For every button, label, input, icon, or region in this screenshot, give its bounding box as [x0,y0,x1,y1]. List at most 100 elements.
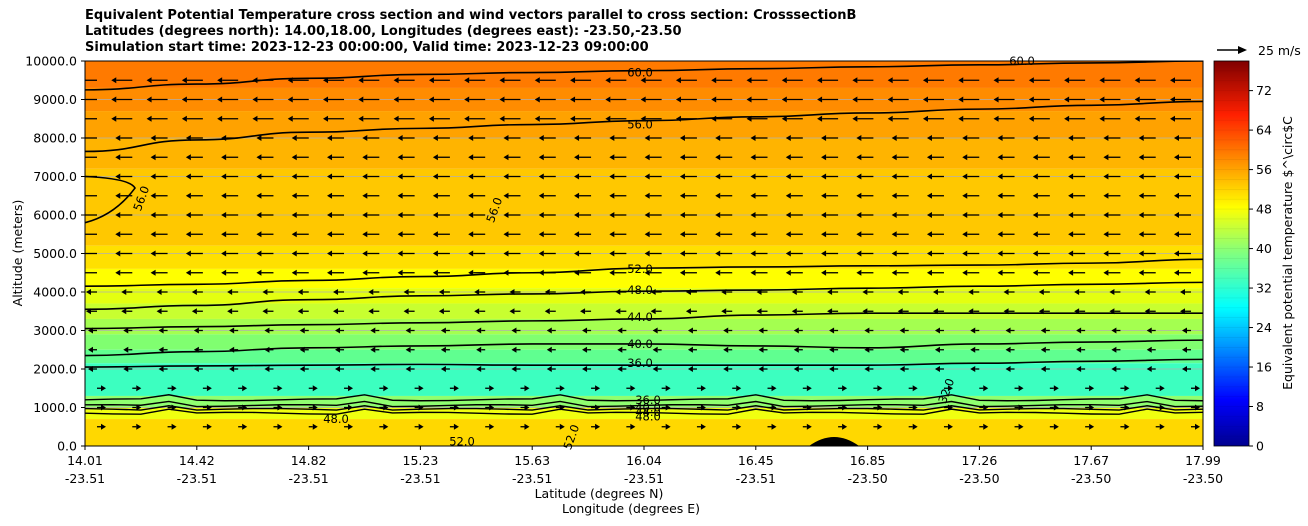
y-tick-label: 0.0 [57,439,77,454]
wind-vector-head [771,385,777,392]
wind-vector-head [821,135,827,141]
wind-vector-head [185,212,191,218]
wind-vector-head [1103,231,1109,238]
wind-vector-head [193,366,199,372]
wind-vector-head [264,327,270,334]
terrain-shape [809,437,860,446]
wind-vector-head [136,385,142,392]
wind-vector-head [432,173,438,180]
wind-vector-head [922,115,928,122]
wind-vector-head [1005,346,1011,353]
wind-vector-head [185,135,191,141]
wind-vector-head [1028,77,1034,84]
wind-vector-head [440,346,446,353]
wind-vector-head [750,269,756,276]
wind-vector-head [1159,404,1165,411]
wind-vector-head [932,308,938,315]
wind-vector-head [335,346,341,353]
wind-vector-head [489,404,495,411]
wind-vector-head [221,135,227,141]
wind-vector-head [785,250,791,257]
wind-vector-head [1003,289,1009,295]
wind-vector-head [891,269,897,276]
wind-vector-head [217,115,223,122]
wind-vector-head [997,192,1003,199]
wind-vector-head [679,192,685,199]
wind-vector-head [679,173,685,180]
wind-vector-head [723,346,729,353]
wind-vector-head [700,423,706,430]
y-tick-label: 8000.0 [33,131,77,146]
wind-vector-head [509,289,515,295]
wind-vector-head [970,366,976,372]
wind-vector-head [617,346,623,353]
wind-vector-head [926,192,932,199]
wind-vector-head [291,250,297,257]
wind-vector-head [1032,212,1038,218]
wind-vector-head [440,327,446,334]
wind-vector-head [1005,366,1011,372]
wind-vector-head [297,308,303,315]
wind-vector-head [348,404,354,411]
wind-vector-head [229,366,235,372]
wind-vector-head [1068,192,1074,199]
wind-vector-head [262,308,268,315]
wind-vector-head [891,173,897,180]
contour-lines [85,61,1203,415]
x-tick-label-lat: 14.42 [179,453,215,468]
wind-vector-head [534,115,540,122]
wind-vector-head [185,269,191,276]
wind-vector-head [397,154,403,161]
wind-vector-head [781,77,787,84]
wind-vector-head [277,404,283,411]
wind-vector-head [80,154,85,160]
wind-vector-head [926,135,932,141]
wind-vector-head [970,327,976,334]
wind-vector-head [291,231,297,238]
wind-vector-head [1089,385,1095,392]
wind-vector-head [912,423,918,430]
wind-vector-head [1174,269,1179,276]
y-tick-label: 2000.0 [33,362,77,377]
contour-line [85,258,1203,288]
wind-vector-head [806,404,812,411]
wind-vector-head [644,173,650,180]
contour-line [85,281,1203,311]
y-tick-label: 4000.0 [33,285,77,300]
wind-vector-head [679,231,685,238]
wind-vector-head [1003,308,1009,315]
wind-vector-head [1174,135,1179,141]
wind-vector-head [997,269,1003,276]
wind-vector-head [997,231,1003,238]
wind-vector-head [538,173,544,180]
wind-vector-head [1018,385,1024,392]
wind-vector-head [644,192,650,199]
wind-vector-head [993,96,999,103]
wind-vector-head [574,154,580,161]
wind-vector-head [405,327,411,334]
wind-vector-head [511,327,517,334]
x-tick-label-lon: -23.51 [624,471,664,486]
wind-vector-head [171,423,177,430]
wind-vector-head [821,173,827,180]
wind-vector-head [595,385,601,392]
wind-vector-head [538,154,544,161]
wind-vector-head [1182,327,1187,334]
wind-vector-head [136,404,142,411]
wind-vector-head [997,173,1003,180]
wind-vector-head [715,250,721,257]
wind-vector-head [291,173,297,180]
wind-vector-head [934,346,940,353]
wind-vector-head [1174,250,1179,257]
wind-vector-head [1089,404,1095,411]
wind-vector-head [700,404,706,411]
wind-vector-head [609,173,615,180]
wind-vector-head [570,77,576,84]
wind-vector-head [785,269,791,276]
contour-label: 48.0 [323,412,349,426]
wind-vector-head [1068,231,1074,238]
wind-vector-head [362,231,368,238]
wind-vector-head [652,346,658,353]
wind-vector-head [546,327,552,334]
wind-vector-head [1103,250,1109,257]
